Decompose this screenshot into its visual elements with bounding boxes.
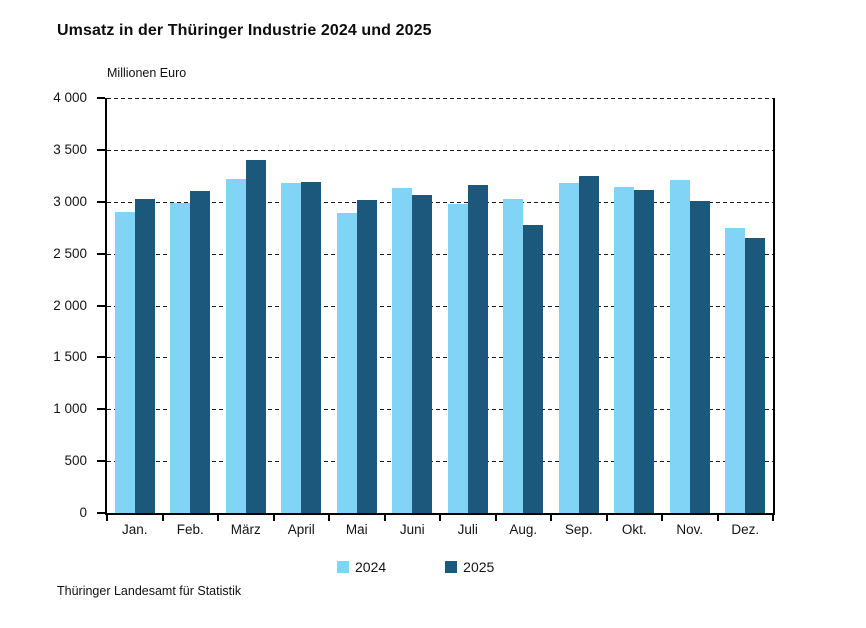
x-axis-tick-10: [661, 513, 663, 521]
legend-swatch-2025: [445, 561, 458, 573]
x-axis-tick-6: [439, 513, 441, 521]
x-axis-label-Mai: Mai: [345, 522, 368, 537]
y-axis-tick-label-2500: 2 500: [53, 245, 87, 261]
gridline-4000: [107, 98, 773, 99]
y-axis-tick-label-3000: 3 000: [53, 193, 87, 209]
bar-2025-April: [301, 182, 322, 513]
y-axis-title: Millionen Euro: [107, 66, 187, 80]
y-axis-tick-label-1500: 1 500: [53, 349, 87, 365]
x-axis-label-April: April: [287, 522, 315, 537]
x-axis-label-Aug: Aug.: [509, 522, 538, 537]
x-axis-tick-9: [605, 513, 608, 521]
legend-swatch-2024: [337, 561, 349, 573]
y-axis-tick-label-0: 0: [79, 505, 87, 520]
gridline-1500: [107, 357, 773, 359]
bar-2024-Okt: [614, 187, 635, 513]
x-axis-tick-12: [772, 513, 774, 521]
x-axis-tick-2: [217, 513, 219, 521]
y-axis-tick-0: [97, 512, 105, 514]
x-axis-label-Feb: Feb.: [176, 522, 204, 537]
bar-2025-Sep: [578, 175, 599, 513]
gridline-1000: [107, 409, 773, 411]
bar-2025-Juni: [412, 194, 433, 513]
x-axis-tick-7: [494, 513, 497, 521]
x-axis-tick-3: [272, 513, 275, 521]
bar-2024-März: [225, 178, 246, 513]
legend-label-2025: 2025: [463, 559, 495, 575]
legend-label-2024: 2024: [355, 559, 387, 575]
bar-2025-Dez: [745, 238, 766, 513]
x-axis-label-Sep: Sep.: [564, 522, 593, 537]
y-axis-tick-label-4000: 4 000: [53, 90, 87, 105]
y-axis-tick-500: [97, 460, 105, 463]
bar-2025-Aug: [523, 224, 544, 513]
bar-2024-Nov: [669, 179, 690, 513]
x-axis-tick-5: [383, 513, 386, 521]
bar-2025-Okt: [634, 190, 655, 513]
x-axis-tick-1: [161, 513, 164, 521]
bar-2024-Juni: [392, 188, 413, 513]
y-axis-tick-label-2000: 2 000: [53, 297, 87, 313]
y-axis-tick-label-3500: 3 500: [53, 141, 87, 157]
y-axis-tick-3500: [97, 148, 105, 151]
x-axis-tick-4: [328, 513, 330, 521]
y-axis-tick-4000: [97, 97, 105, 99]
x-axis-tick-8: [550, 513, 552, 521]
bar-2025-Feb: [190, 191, 211, 513]
gridline-3500: [107, 149, 773, 151]
plot-area: 0 500 1 000 1 500 2 000 2 500 3 000 3 500 4 000 J…: [53, 90, 775, 537]
x-axis-label-März: März: [230, 522, 261, 537]
bar-2025-März: [245, 160, 266, 513]
x-axis-label-Juni: Juni: [399, 522, 425, 537]
legend: 2024 2025: [337, 559, 494, 575]
chart-title: Umsatz in der Thüringer Industrie 2024 u…: [57, 22, 432, 39]
y-axis-tick-label-1000: 1 000: [53, 401, 87, 417]
gridline-2000: [107, 305, 773, 307]
legend-item-2024: 2024: [337, 559, 386, 575]
x-axis-label-Okt: Okt.: [621, 522, 647, 537]
y-axis-tick-3000: [97, 200, 105, 203]
bar-2024-Juli: [447, 203, 468, 513]
bar-2025-Juli: [467, 185, 488, 513]
x-axis-label-Juli: Juli: [457, 522, 478, 537]
x-axis-label-Jan: Jan.: [121, 522, 148, 537]
legend-item-2025: 2025: [445, 559, 494, 575]
source-attribution: Thüringer Landesamt für Statistik: [57, 584, 242, 598]
y-axis-tick-2500: [97, 252, 105, 255]
bar-2024-April: [281, 183, 302, 513]
bar-2024-Jan: [114, 212, 135, 513]
bar-2025-Mai: [356, 199, 377, 513]
bar-2024-Feb: [170, 202, 191, 513]
gridline-3000: [107, 201, 773, 203]
gridline-2500: [107, 253, 773, 255]
x-axis-label-Dez: Dez.: [731, 522, 760, 537]
y-axis-tick-1500: [97, 356, 105, 359]
y-axis-tick-1000: [97, 408, 105, 411]
bar-2024-Aug: [503, 198, 524, 513]
bar-2025-Nov: [689, 200, 710, 513]
bar-2024-Dez: [725, 227, 746, 513]
x-axis-label-Nov: Nov.: [676, 522, 704, 537]
y-axis-tick-label-500: 500: [64, 453, 87, 469]
bar-2024-Mai: [336, 213, 357, 513]
y-axis-tick-2000: [97, 304, 105, 307]
bar-2025-Jan: [134, 198, 155, 513]
x-axis-tick-0: [106, 513, 108, 521]
gridline-500: [107, 461, 773, 463]
bar-2024-Sep: [558, 183, 579, 513]
x-axis-tick-11: [716, 513, 719, 521]
